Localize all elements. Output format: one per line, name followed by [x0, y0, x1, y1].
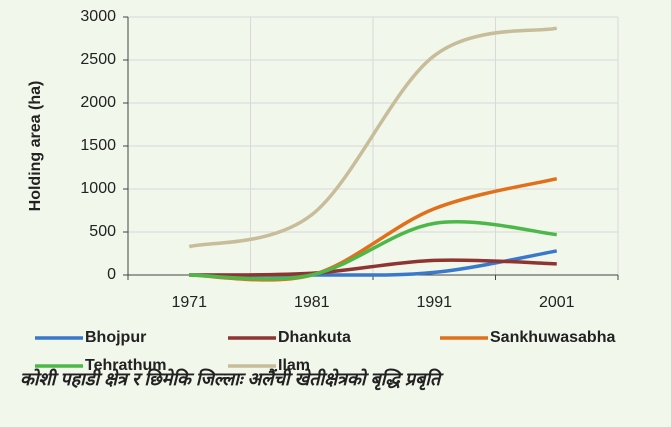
line: [188, 26, 558, 249]
line: [189, 258, 557, 277]
y-axis-label: Holding area (ha): [27, 81, 44, 212]
legend-label: Ilam: [278, 357, 310, 374]
legend-label: Tehrathum: [85, 357, 166, 374]
y-tick-label: 1000: [80, 180, 116, 197]
caption: कोशी पहाडी क्षेत्र र छिमेकि जिल्लाः अलैं…: [20, 368, 444, 391]
x-tick-label: 2001: [539, 294, 575, 311]
line: [189, 220, 557, 281]
y-tick-label: 3000: [80, 8, 116, 25]
y-tick-label: 0: [107, 266, 116, 283]
x-tick-label: 1981: [294, 294, 330, 311]
x-tick-label: 1971: [171, 294, 207, 311]
y-tick-label: 500: [89, 223, 116, 240]
legend-label: Dhankuta: [278, 329, 351, 346]
y-tick-label: 2000: [80, 94, 116, 111]
legend-label: Bhojpur: [85, 329, 146, 346]
legend-label: Sankhuwasabha: [490, 329, 615, 346]
y-tick-label: 2500: [80, 51, 116, 68]
x-tick-label: 1991: [416, 294, 452, 311]
y-tick-label: 1500: [80, 137, 116, 154]
